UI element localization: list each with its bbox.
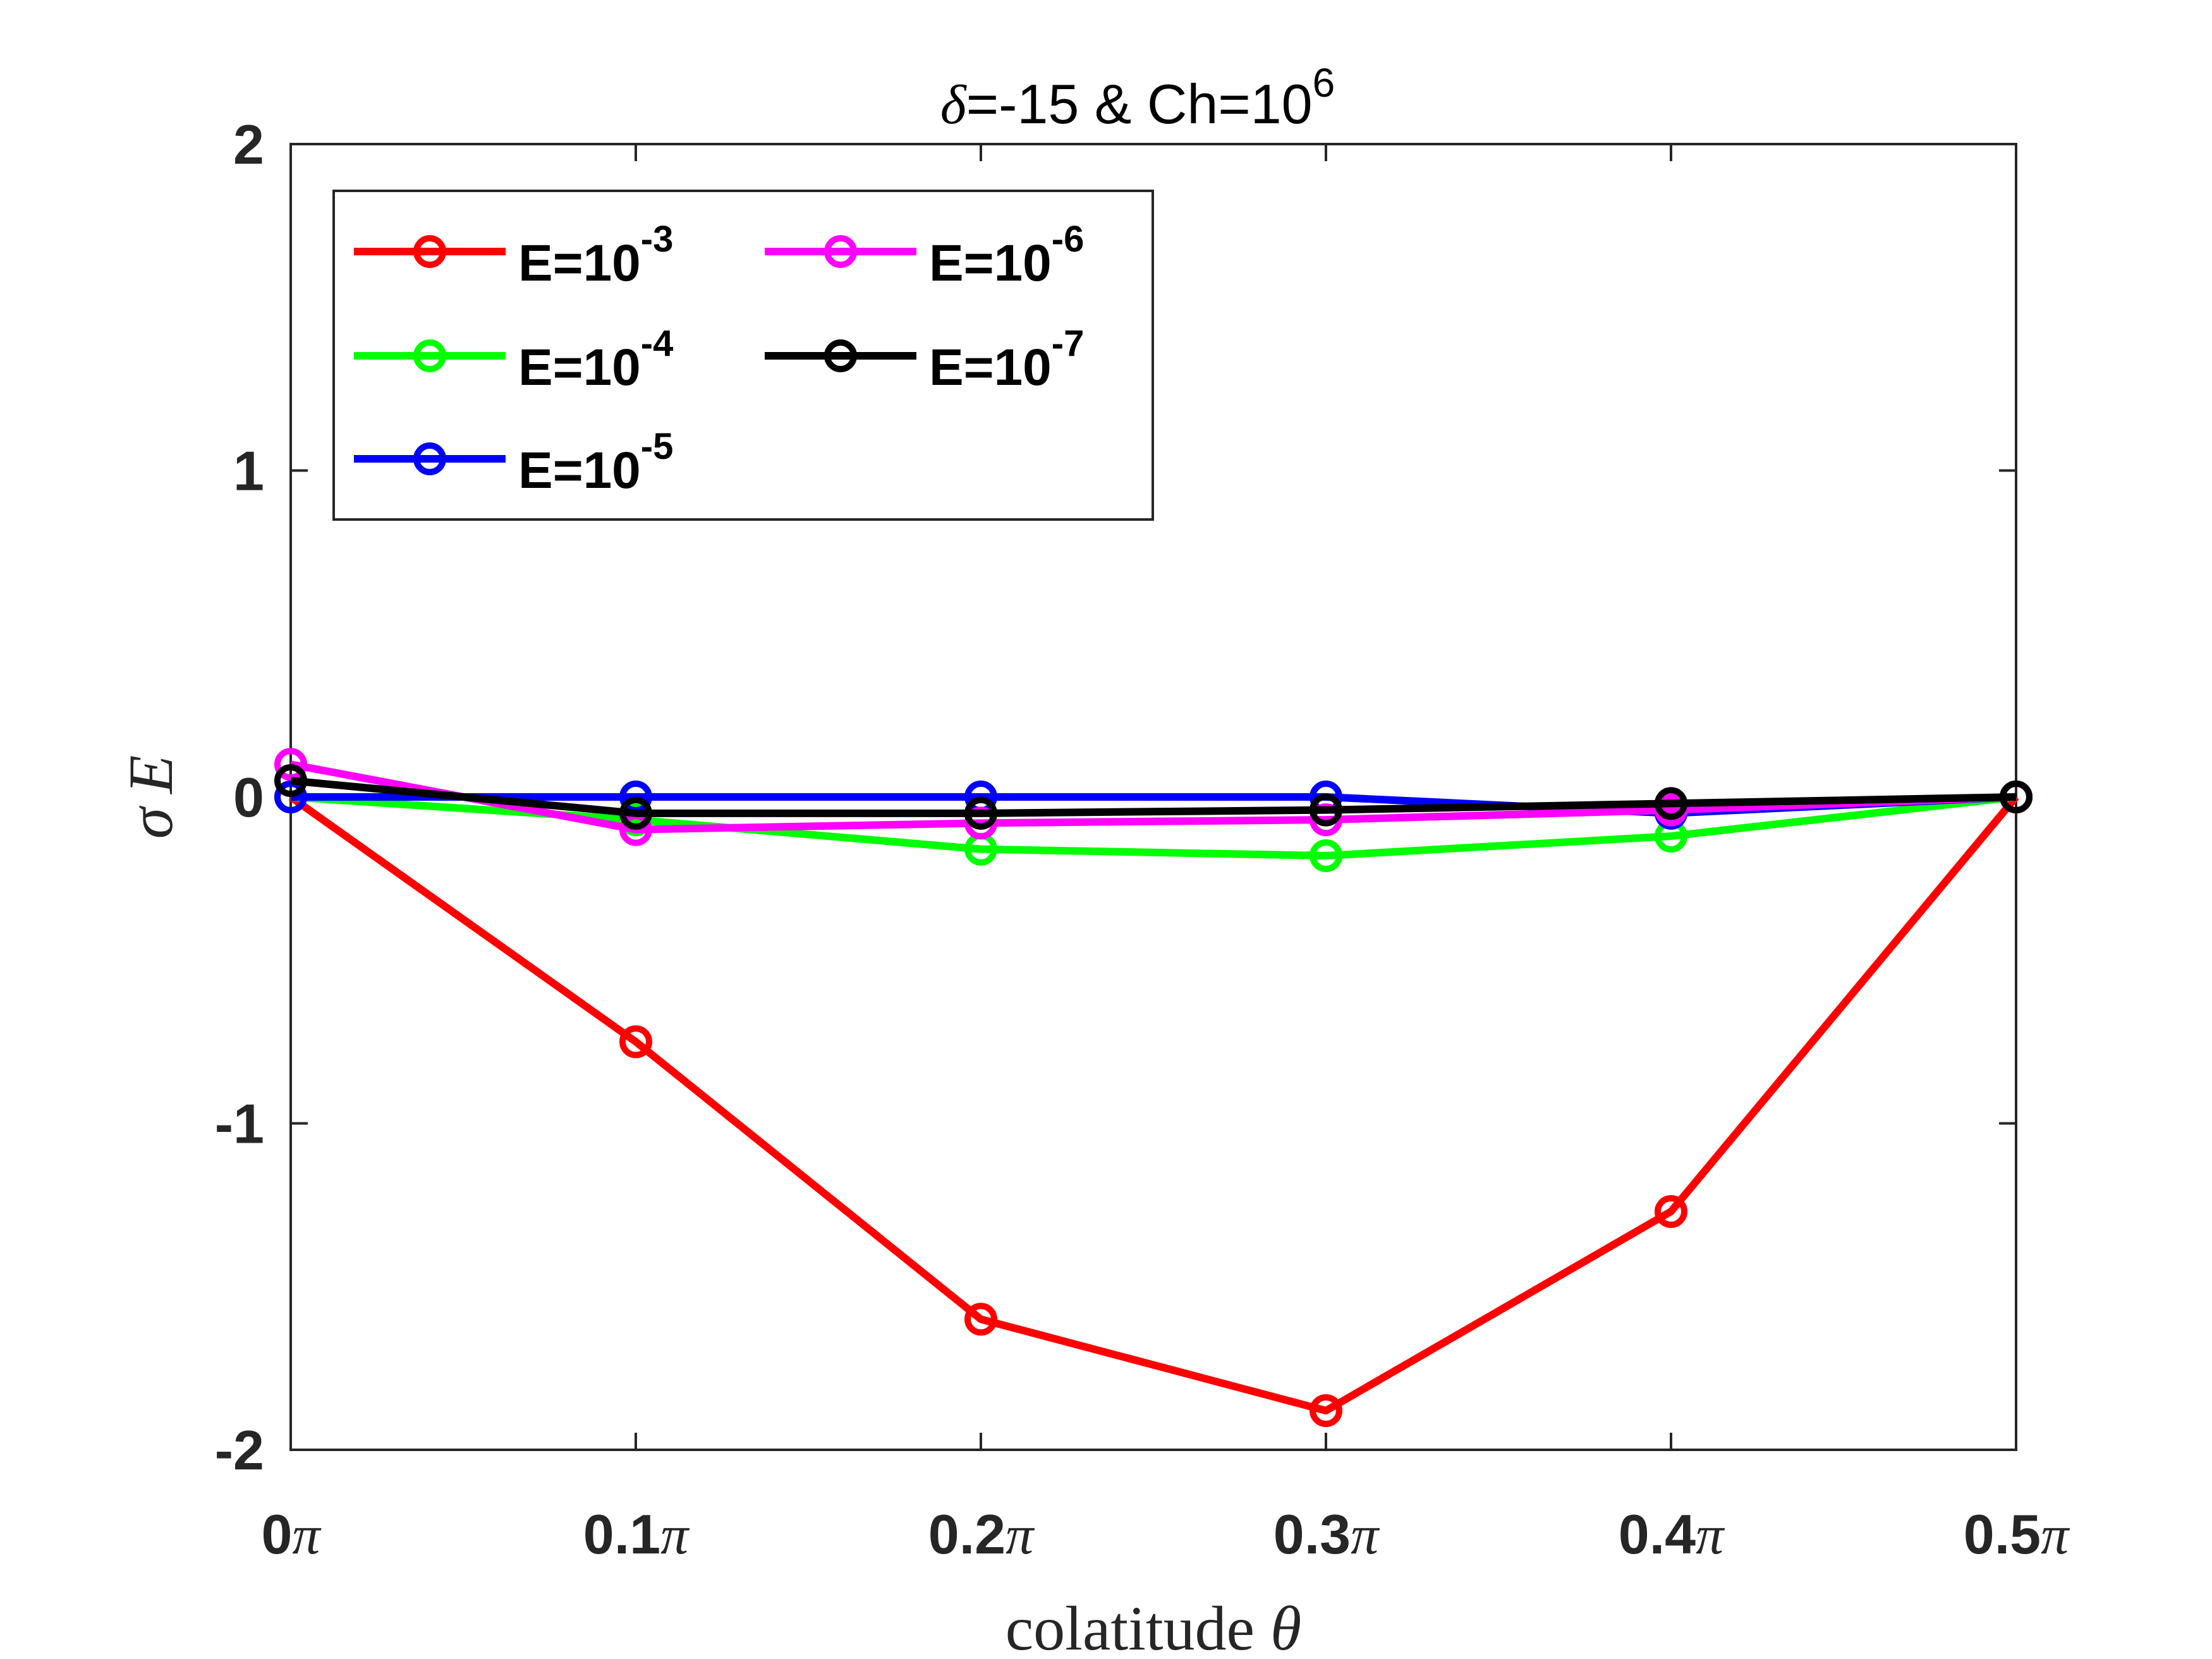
x-tick-pi: π bbox=[1351, 1505, 1380, 1566]
x-tick-number: 0.1 bbox=[583, 1503, 660, 1565]
axis-ticks bbox=[289, 143, 2017, 1451]
data-point bbox=[1310, 793, 1342, 827]
legend-label-base: E=10 bbox=[518, 234, 641, 292]
data-point bbox=[619, 1025, 652, 1059]
legend-marker bbox=[413, 339, 446, 372]
legend-label-base: E=10 bbox=[518, 442, 641, 499]
legend-label-base: E=10 bbox=[929, 234, 1052, 292]
legend-label-base: E=10 bbox=[929, 339, 1052, 396]
legend-label-exponent: -7 bbox=[1052, 323, 1085, 364]
legend-item-0: E=10-3 bbox=[354, 219, 673, 292]
chart-title: δ=-15 & Ch=106 bbox=[940, 60, 1335, 136]
y-tick-label: -1 bbox=[215, 1093, 264, 1155]
title-main: =-15 & Ch=10 bbox=[966, 73, 1313, 135]
x-tick-label: 0.4π bbox=[1619, 1503, 1725, 1566]
x-tick-number: 0.2 bbox=[928, 1503, 1006, 1565]
x-axis-label-text: colatitude bbox=[1006, 1593, 1270, 1659]
data-point bbox=[274, 764, 307, 798]
y-tick-label: -2 bbox=[215, 1419, 264, 1481]
x-tick-labels: 0π 0.1π 0.2π 0.3π 0.4π 0.5π bbox=[261, 1503, 2070, 1566]
data-point bbox=[1655, 787, 1687, 820]
x-axis-label: colatitude θ bbox=[1006, 1593, 1301, 1659]
legend-label: E=10-7 bbox=[929, 323, 1084, 396]
legend-label: E=10-4 bbox=[518, 323, 673, 396]
legend-label-base: E=10 bbox=[518, 339, 641, 396]
series-group bbox=[274, 748, 2033, 1428]
x-tick-pi: π bbox=[292, 1505, 322, 1566]
legend-label-exponent: -3 bbox=[641, 219, 674, 260]
data-point bbox=[1655, 1194, 1687, 1228]
x-tick-number: 0 bbox=[261, 1503, 292, 1565]
x-tick-label: 0.5π bbox=[1964, 1503, 2070, 1566]
legend-label: E=10-3 bbox=[518, 219, 673, 292]
x-tick-label: 0.1π bbox=[583, 1503, 690, 1566]
data-point bbox=[1310, 839, 1342, 872]
legend-marker bbox=[413, 235, 446, 268]
x-tick-number: 0.5 bbox=[1964, 1503, 2041, 1565]
x-tick-number: 0.3 bbox=[1273, 1503, 1351, 1565]
data-point bbox=[964, 1303, 997, 1336]
legend-label: E=10-6 bbox=[929, 219, 1084, 292]
y-tick-label: 2 bbox=[233, 113, 264, 176]
data-point bbox=[274, 748, 307, 781]
series-line bbox=[288, 794, 2019, 1415]
data-point bbox=[964, 796, 997, 830]
legend-item-2: E=10-5 bbox=[354, 426, 673, 499]
data-point bbox=[1310, 1394, 1342, 1428]
legend-item-3: E=10-6 bbox=[765, 219, 1084, 292]
legend-item-4: E=10-7 bbox=[765, 323, 1084, 396]
x-axis-label-symbol: θ bbox=[1270, 1593, 1301, 1659]
y-tick-label: 0 bbox=[233, 766, 264, 829]
x-tick-label: 0π bbox=[261, 1503, 322, 1566]
x-tick-pi: π bbox=[1006, 1505, 1035, 1566]
y-axis-label-var: E bbox=[116, 755, 186, 795]
y-axis-label: σE bbox=[116, 755, 186, 839]
y-axis-label-symbol: σ bbox=[116, 805, 186, 839]
series-line bbox=[289, 760, 2017, 834]
series-4 bbox=[274, 764, 2033, 830]
legend-label-exponent: -5 bbox=[641, 426, 674, 467]
x-tick-label: 0.3π bbox=[1273, 1503, 1380, 1566]
legend-item-1: E=10-4 bbox=[354, 323, 673, 396]
x-tick-number: 0.4 bbox=[1619, 1503, 1696, 1565]
legend-marker bbox=[413, 442, 446, 475]
x-tick-pi: π bbox=[2041, 1505, 2070, 1566]
data-point bbox=[2000, 781, 2033, 813]
y-tick-labels: 2 1 0 -1 -2 bbox=[215, 113, 264, 1481]
title-exponent: 6 bbox=[1313, 60, 1335, 106]
legend-label: E=10-5 bbox=[518, 426, 673, 499]
title-delta: δ bbox=[940, 75, 968, 136]
legend-label-exponent: -4 bbox=[641, 323, 674, 364]
x-tick-pi: π bbox=[660, 1505, 690, 1566]
legend-label-exponent: -6 bbox=[1052, 219, 1085, 260]
legend: E=10-3E=10-4E=10-5E=10-6E=10-7 bbox=[354, 219, 1084, 499]
x-tick-pi: π bbox=[1696, 1505, 1725, 1566]
legend-marker bbox=[824, 235, 857, 268]
data-point bbox=[619, 796, 652, 830]
x-tick-label: 0.2π bbox=[928, 1503, 1035, 1566]
legend-marker bbox=[824, 339, 857, 372]
y-tick-label: 1 bbox=[233, 440, 264, 502]
series-line bbox=[290, 777, 2017, 817]
